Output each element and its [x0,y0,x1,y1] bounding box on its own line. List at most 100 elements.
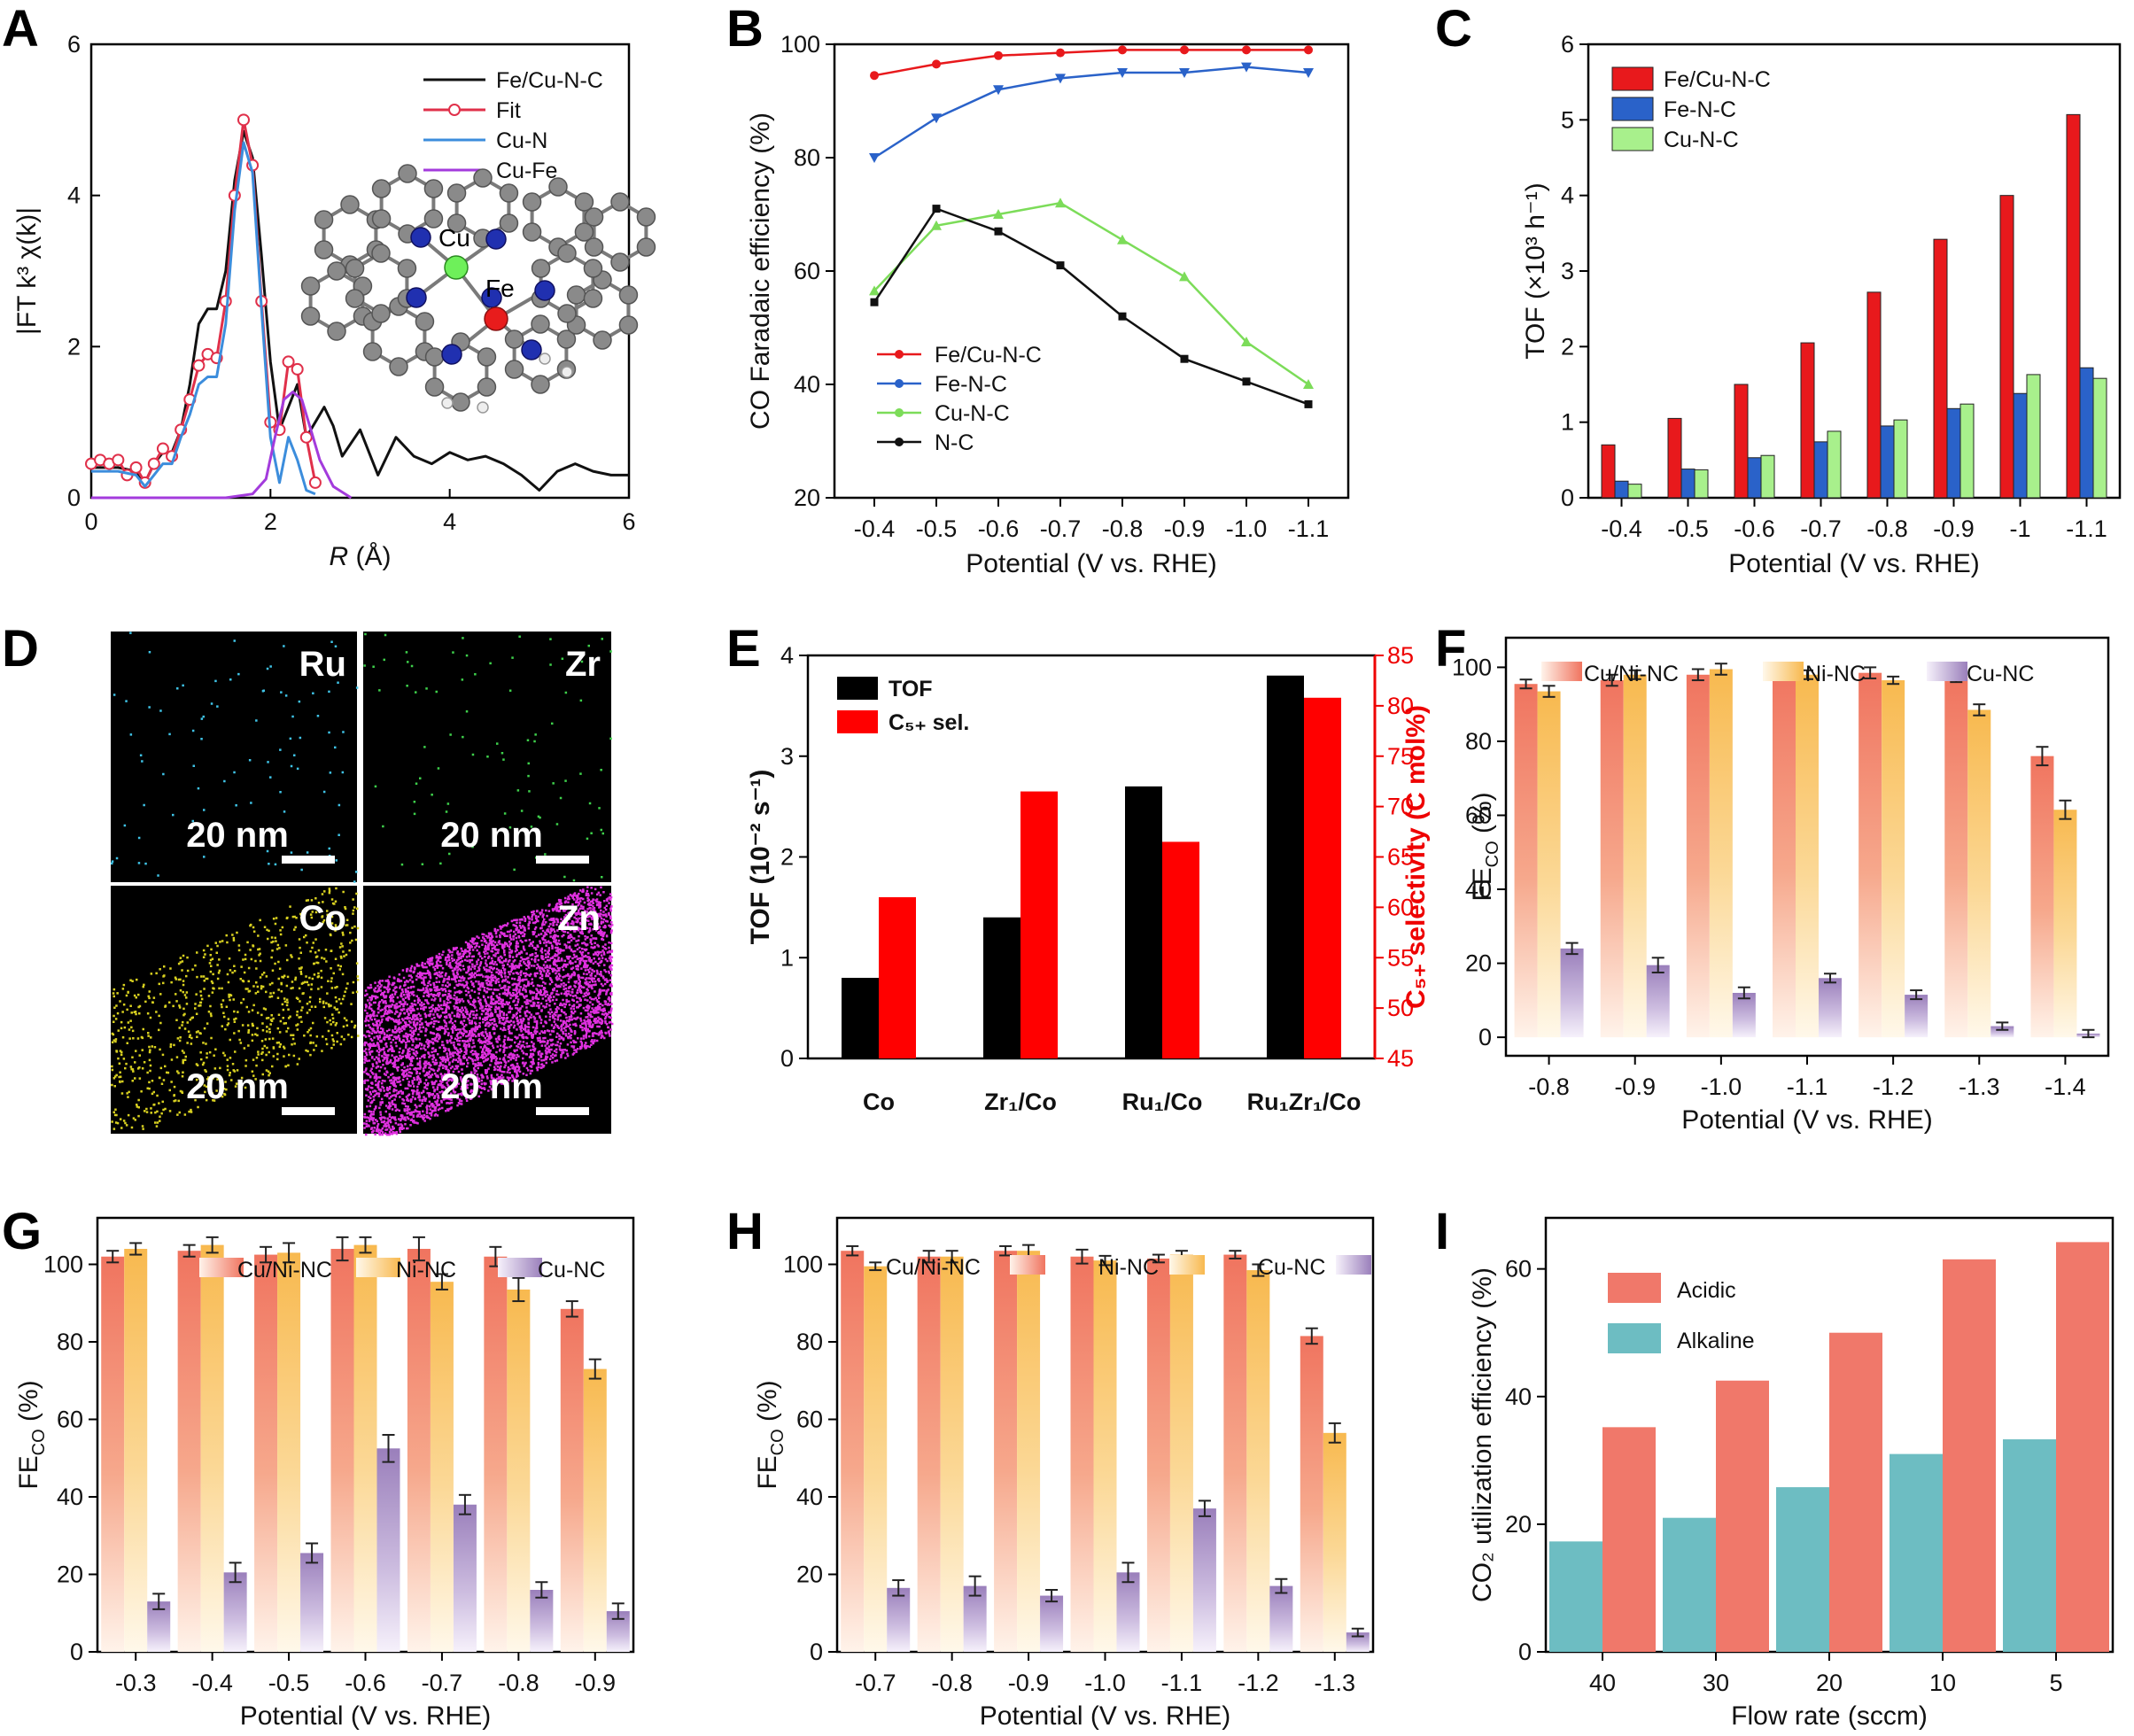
inset-carbon-atom [415,312,435,331]
chart-a-series-line-cu-fe [91,391,353,500]
chart-c-bar [1813,441,1828,499]
chart-bar [353,1244,377,1652]
chart-bar [917,1256,941,1652]
chart-b-point [1304,399,1313,408]
inset-label-fe: Fe [485,275,515,302]
inset-cu-atom [444,255,469,280]
chart-g-xtick-label: -0.7 [422,1670,463,1696]
eds-scale-label: 20 nm [440,1067,543,1106]
inset-carbon-atom [371,304,391,323]
chart-c-ytick-label: 6 [1561,31,1574,58]
chart-legend-label: Cu-NC [538,1258,605,1283]
chart-legend-swatch [1763,662,1804,681]
chart-e-legend-label: C₅₊ sel. [889,710,969,735]
chart-i-xlabel: Flow rate (sccm) [1731,1701,1928,1731]
chart-g-xtick-label: -0.6 [345,1670,386,1696]
chart-i-legend-swatch [1608,1323,1661,1353]
chart-b-point [1303,379,1314,389]
chart-e-xtick-label: Zr₁/Co [984,1089,1057,1115]
chart-e-bar [1162,841,1199,1058]
chart-legend-label: Ni-NC [1098,1255,1159,1280]
chart-b-legend-marker [895,350,904,359]
inset-carbon-atom [423,179,444,198]
inset-carbon-atom [424,377,445,397]
chart-bar [200,1244,224,1652]
chart-c-bar [1880,425,1895,499]
chart-ylabel-unit: (%) [753,1380,782,1429]
chart-b-xtick-label: -0.8 [1102,515,1144,542]
chart-i-co2-utilization: 0 20 40 60 40 30 20 10 5 Flow rate (sccm) CO₂ util… [1468,1216,2115,1731]
inset-carbon-atom [522,222,542,242]
chart-b-point [870,298,879,306]
chart-bar [1070,1256,1094,1652]
chart-bar [1537,691,1561,1038]
chart-c-bar [2013,392,2028,499]
chart-bar [484,1256,508,1652]
chart-legend-swatch [1927,662,1967,681]
chart-i-xtick-label: 40 [1589,1670,1616,1696]
chart-b-point [1179,68,1190,78]
chart-b-legend-label: Fe/Cu-N-C [935,343,1042,368]
eds-map-background [111,886,357,1134]
chart-g-xtick-label: -0.8 [498,1670,539,1696]
eds-element-label: Zn [557,899,601,938]
chart-b-point [931,220,942,230]
chart-ytick-label: 20 [57,1562,83,1588]
panel-letter-c: C [1435,0,1472,58]
panel-letter-i: I [1435,1203,1449,1260]
chart-bar [376,1448,400,1652]
inset-fe-atom [484,306,508,331]
inset-hydrogen-atom [539,353,551,365]
eds-scale-label: 20 nm [186,816,289,855]
chart-c-ytick-label: 1 [1561,409,1574,436]
inset-carbon-atom [522,192,542,212]
chart-xlabel: Potential (V vs. RHE) [1681,1105,1932,1135]
chart-c-xtick-label: -1.1 [2066,515,2107,542]
eds-signal-dots [363,886,614,1136]
chart-c-ytick-label: 5 [1561,106,1574,133]
chart-i-bar [1776,1487,1829,1652]
chart-e-legend-swatch [837,710,878,733]
chart-legend-label: Ni-NC [1805,662,1866,686]
chart-b-xtick-label: -1.1 [1288,515,1330,542]
chart-b-legend-marker [895,408,904,417]
chart-b-series-line [873,66,1309,159]
chart-bar [1169,1254,1193,1652]
chart-b-point [993,209,1004,219]
chart-legend-label: Cu-NC [1258,1255,1325,1280]
chart-c-bar [1680,469,1696,499]
chart-e-ytick-right-label: 80 [1387,693,1414,719]
chart-c-bar [1827,430,1842,499]
chart-c-xtick-label: -0.6 [1734,515,1775,542]
inset-carbon-atom [477,347,497,367]
inset-carbon-atom [583,289,603,308]
chart-b-point [932,59,941,69]
chart-bar [963,1585,987,1652]
inset-carbon-atom [398,164,417,183]
chart-e-ytick-label: 3 [780,743,794,770]
chart-c-bar [2026,374,2041,499]
eds-scale-label: 20 nm [186,1067,289,1106]
chart-b-point [932,205,941,213]
inset-carbon-atom [566,285,586,305]
chart-b-point [1118,312,1127,321]
chart-i-legend-label: Alkaline [1677,1329,1755,1353]
chart-b-legend-marker [895,438,904,446]
chart-bar [453,1504,477,1652]
chart-e-bar [1267,675,1304,1058]
inset-carbon-atom [345,259,365,278]
chart-c-xtick-label: -0.8 [1866,515,1908,542]
chart-c-xlabel: Potential (V vs. RHE) [1728,549,1979,578]
chart-a-xlabel-unit: (Å) [348,542,391,571]
chart-b-frame [833,43,1350,500]
chart-b-point [1056,48,1065,58]
chart-a-frame [89,43,631,500]
chart-a-legend-label: Fit [496,98,521,123]
chart-e-ytick-right-label: 45 [1387,1045,1414,1072]
chart-a-xtick-label: 0 [84,508,97,535]
chart-ylabel-main: FE [753,1455,782,1489]
chart-ytick-label: 0 [1478,1024,1492,1050]
chart-bar [1223,1254,1247,1652]
chart-f-xtick-label: -1.4 [2045,1073,2086,1100]
chart-bar [330,1249,354,1652]
